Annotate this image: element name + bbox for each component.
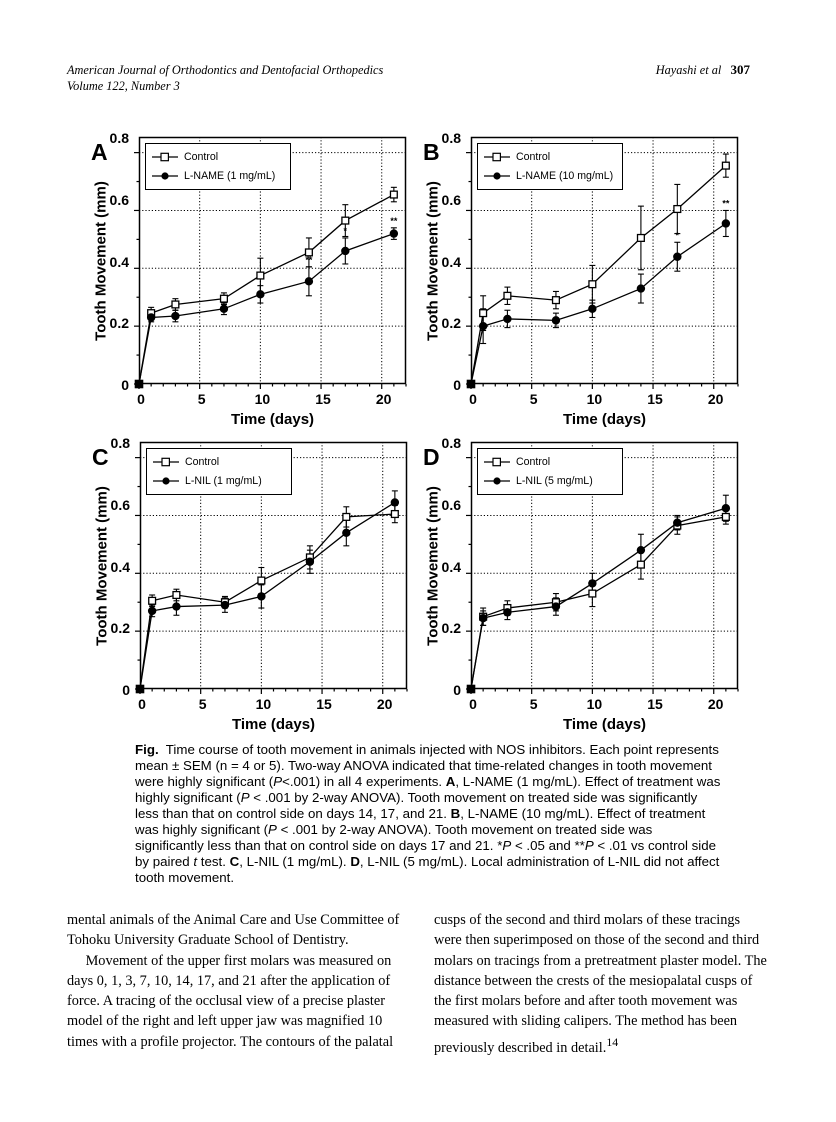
svg-text:**: ** bbox=[722, 198, 730, 208]
svg-text:*: * bbox=[344, 226, 348, 236]
svg-text:**: ** bbox=[390, 216, 398, 226]
svg-text:**: ** bbox=[305, 255, 313, 265]
svg-text:*: * bbox=[676, 230, 680, 240]
